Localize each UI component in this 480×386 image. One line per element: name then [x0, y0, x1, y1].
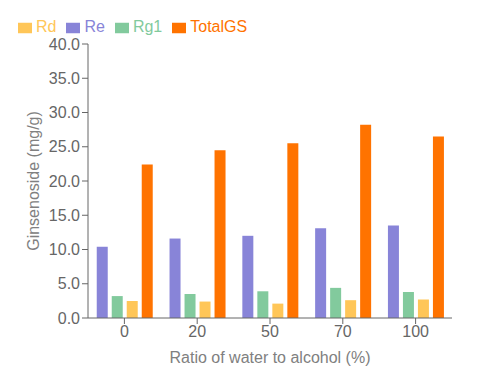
html-text:Re: Re — [84, 18, 105, 35]
svg-text:5.0: 5.0 — [58, 275, 80, 292]
svg-text:50: 50 — [261, 323, 279, 340]
svg-text:0: 0 — [120, 323, 129, 340]
svg-text:20.0: 20.0 — [49, 173, 80, 190]
html-text:Rg1: Rg1 — [132, 18, 163, 35]
svg-text:30.0: 30.0 — [49, 104, 80, 121]
svg-text:Ratio of water to alcohol (%): Ratio of water to alcohol (%) — [170, 349, 371, 366]
svg-text:Ginsenoside (mg/g): Ginsenoside (mg/g) — [25, 111, 42, 251]
svg-text:15.0: 15.0 — [49, 207, 80, 224]
svg-text:70: 70 — [334, 323, 352, 340]
svg-text:100: 100 — [402, 323, 429, 340]
svg-text:10.0: 10.0 — [49, 241, 80, 258]
svg-text:0.0: 0.0 — [58, 310, 80, 327]
svg-text:40.0: 40.0 — [49, 36, 80, 53]
svg-text:35.0: 35.0 — [49, 70, 80, 87]
html-text:Rd: Rd — [36, 18, 57, 35]
svg-text:25.0: 25.0 — [49, 138, 80, 155]
html-text:TotalGS: TotalGS — [190, 18, 248, 35]
svg-text:20: 20 — [188, 323, 206, 340]
